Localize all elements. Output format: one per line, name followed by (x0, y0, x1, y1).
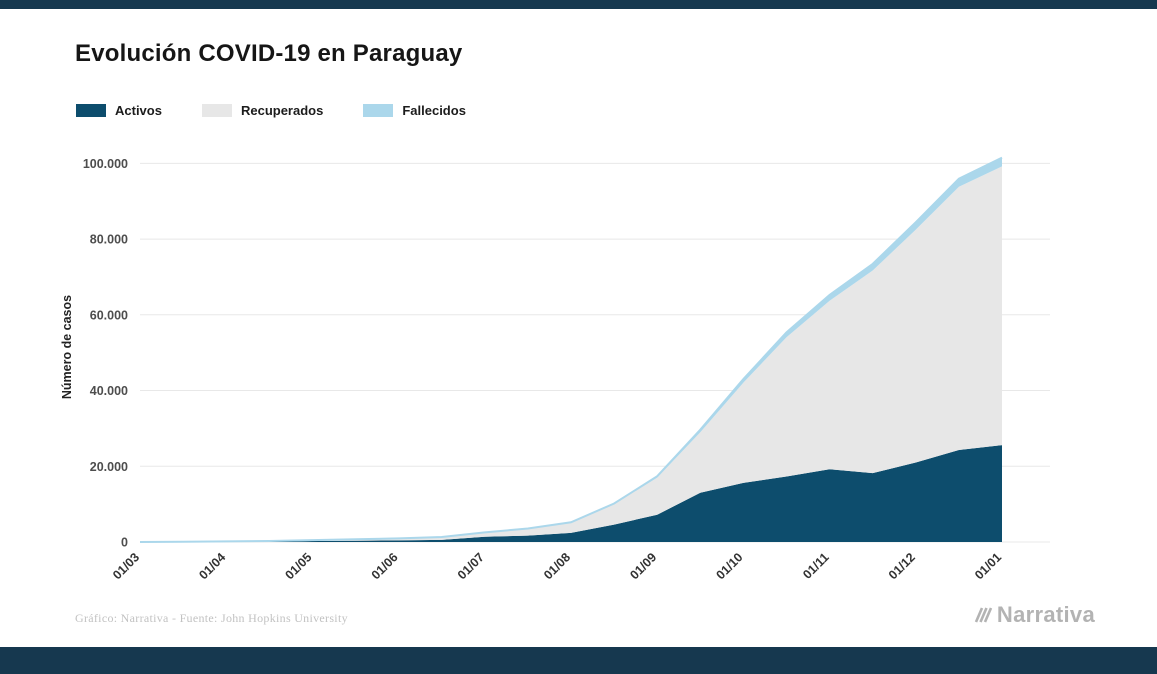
x-tick-label: 01/11 (800, 550, 832, 582)
legend-swatch (201, 104, 232, 117)
x-tick-label: 01/01 (972, 550, 1004, 582)
x-tick-label: 01/09 (627, 550, 659, 582)
narrativa-logo-icon (974, 607, 993, 623)
narrativa-logo-text: Narrativa (996, 602, 1095, 627)
legend-item-activos: Activos (76, 103, 162, 118)
bottom-brand-bar (0, 647, 1157, 674)
x-tick-label: 01/06 (369, 550, 401, 582)
y-tick-label: 40.000 (90, 384, 128, 398)
x-tick-label: 01/10 (714, 550, 746, 582)
y-tick-label: 0 (121, 536, 128, 550)
y-tick-label: 100.000 (83, 157, 128, 171)
legend-swatch (363, 104, 394, 117)
x-tick-label: 01/04 (196, 550, 228, 582)
x-tick-label: 01/12 (886, 550, 918, 582)
chart-legend: Activos Recuperados Fallecidos (76, 103, 466, 118)
area-activos (140, 445, 1002, 542)
total-top-edge (139, 156, 1003, 543)
legend-swatch (76, 104, 106, 117)
x-tick-label: 01/03 (110, 550, 142, 582)
x-tick-label: 01/05 (283, 550, 315, 582)
legend-item-fallecidos: Fallecidos (363, 103, 466, 118)
covid-stacked-area-chart: 0 20.000 40.000 60.000 80.000 100.000 01/03 01/… (60, 156, 1050, 582)
y-tick-label: 60.000 (90, 308, 128, 322)
x-tick-label: 01/08 (541, 550, 573, 582)
legend-item-recuperados: Recuperados (201, 103, 324, 118)
legend-label: Activos (115, 103, 162, 118)
chart-title: Evolución COVID-19 en Paraguay (75, 40, 463, 67)
top-brand-bar (0, 0, 1157, 9)
x-tick-label: 01/07 (455, 550, 487, 582)
legend-label: Fallecidos (402, 103, 466, 118)
source-credit: Gráfico: Narrativa - Fuente: John Hopkin… (75, 611, 348, 625)
y-tick-label: 80.000 (90, 233, 128, 247)
y-tick-label: 20.000 (90, 460, 128, 474)
y-axis-title: Número de casos (60, 295, 74, 399)
narrativa-logo: Narrativa (973, 602, 1095, 628)
area-recuperados (140, 166, 1002, 542)
legend-label: Recuperados (240, 103, 324, 118)
